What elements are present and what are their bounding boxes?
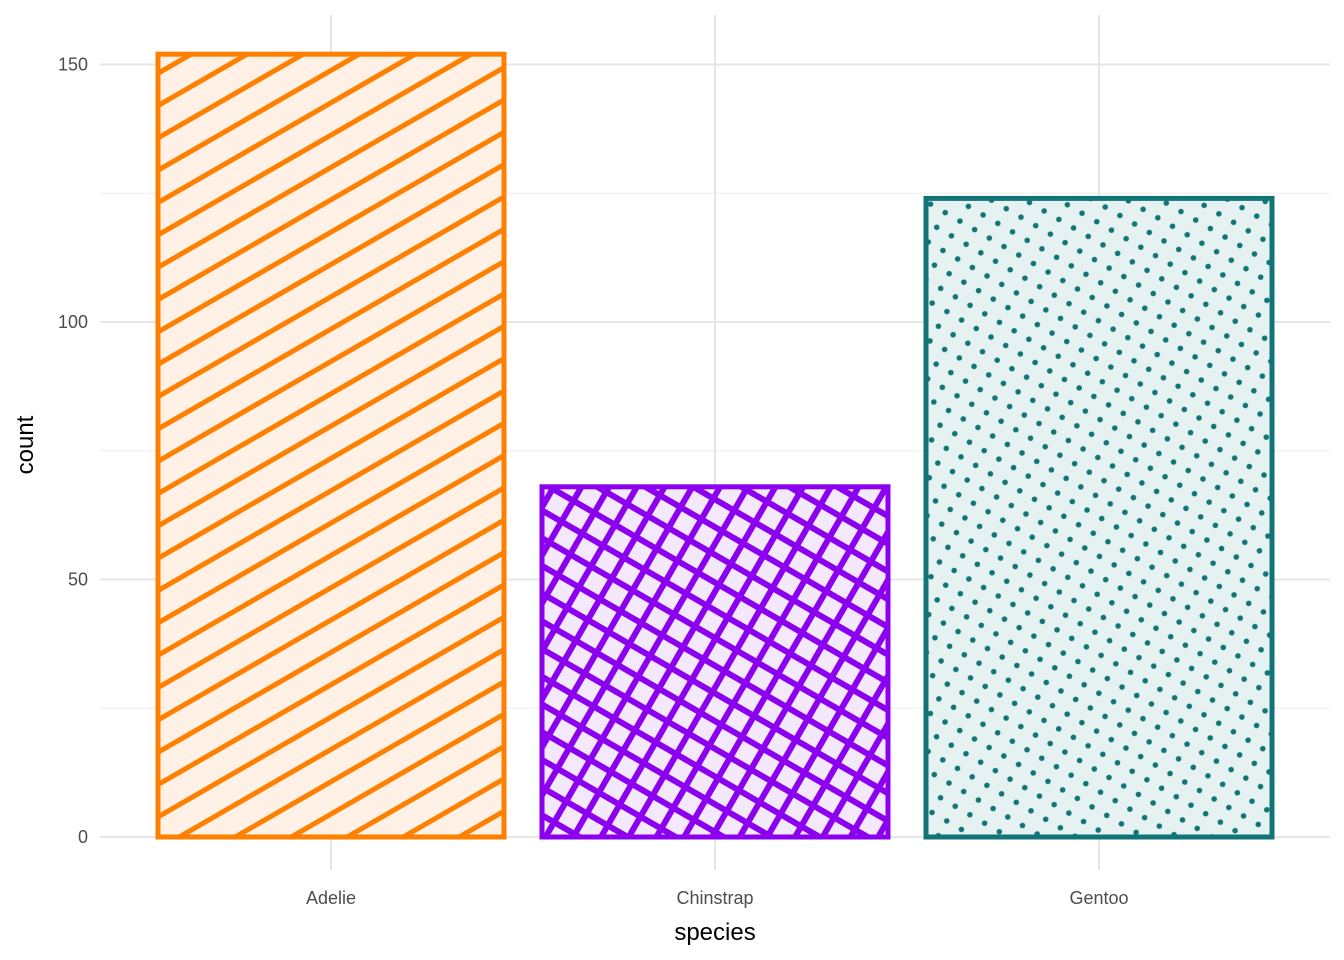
x-axis-title: species (674, 919, 755, 946)
x-tick-label: Gentoo (1069, 888, 1128, 908)
x-tick-label: Chinstrap (676, 888, 753, 908)
y-tick-label: 0 (78, 827, 88, 847)
bars (155, 51, 1275, 840)
y-axis-ticks: 0 50 100 150 (58, 55, 88, 848)
y-axis-title: count (12, 415, 39, 474)
bar-gentoo (923, 195, 1275, 840)
bar-adelie (155, 51, 507, 840)
y-tick-label: 100 (58, 312, 88, 332)
x-tick-label: Adelie (306, 888, 356, 908)
y-tick-label: 50 (68, 570, 88, 590)
bar-chinstrap (539, 484, 891, 840)
x-axis-ticks: Adelie Chinstrap Gentoo (306, 888, 1129, 908)
y-tick-label: 150 (58, 55, 88, 75)
